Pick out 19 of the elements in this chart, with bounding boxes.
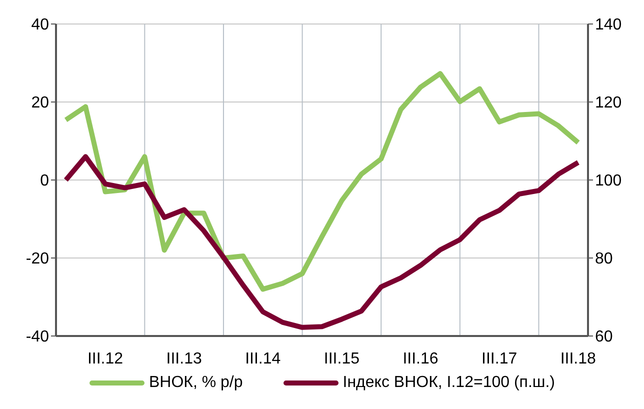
x-tick-label: III.15 (324, 350, 360, 368)
y2-tick-label: 140 (595, 16, 622, 34)
y-tick-label: 40 (31, 16, 50, 34)
x-tick-label: III.16 (402, 350, 438, 368)
y2-tick-label: 60 (595, 328, 613, 346)
y-tick-label: 20 (31, 94, 50, 112)
legend-label: ВНОК, % р/р (148, 374, 243, 392)
x-tick-label: III.13 (166, 350, 202, 368)
x-tick-label: III.14 (245, 350, 281, 368)
legend-label: Індекс ВНОК, I.12=100 (п.ш.) (342, 374, 556, 392)
y2-tick-label: 80 (595, 250, 613, 268)
y-tick-label: -20 (26, 250, 50, 268)
x-tick-label: III.18 (560, 350, 596, 368)
x-tick-label: III.12 (87, 350, 124, 368)
y2-tick-label: 120 (595, 94, 622, 112)
y-tick-label: -40 (26, 328, 50, 346)
y2-tick-label: 100 (595, 172, 622, 190)
y-tick-label: 0 (40, 172, 50, 190)
x-tick-label: III.17 (482, 350, 518, 368)
